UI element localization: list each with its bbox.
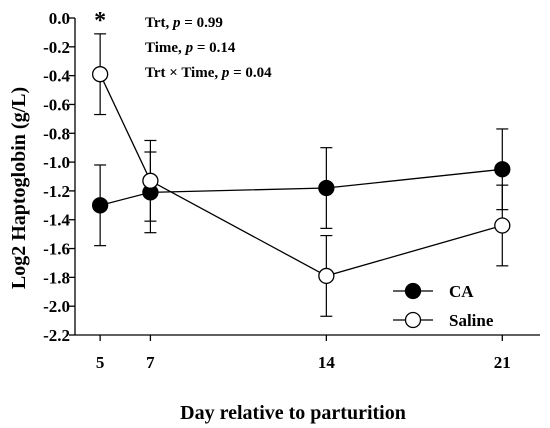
significance-marker: * <box>94 8 106 34</box>
y-tick-label: 0.0 <box>49 9 70 28</box>
series-line <box>99 168 503 206</box>
x-axis: 5 7 14 21 <box>75 334 540 372</box>
y-tick-label: -1.8 <box>43 268 70 287</box>
data-point <box>318 179 335 197</box>
y-tick-label: -1.2 <box>43 182 70 201</box>
stats-annotation: Trt, p = 0.99 Time, p = 0.14 Trt × Time,… <box>145 15 272 81</box>
stat-trt-x-time: Trt × Time, p = 0.04 <box>145 65 272 81</box>
series-saline <box>91 33 511 317</box>
data-point <box>494 217 511 234</box>
x-axis-title: Day relative to parturition <box>180 402 406 424</box>
data-point <box>494 161 511 178</box>
legend: CA Saline <box>393 282 494 330</box>
x-tick-label: 14 <box>318 353 336 372</box>
data-point <box>91 197 109 214</box>
y-axis: 0.0 -0.2 -0.4 -0.6 -0.8 -1.0 -1.2 -1.4 -1.6 -1.8 -… <box>43 9 76 345</box>
y-tick-label: -2.2 <box>43 326 70 345</box>
x-tick-label: 7 <box>146 353 155 372</box>
y-tick-label: -0.6 <box>43 95 70 114</box>
legend-label-ca: CA <box>449 282 474 301</box>
data-point <box>142 172 159 189</box>
legend-marker-ca <box>404 282 422 300</box>
stat-trt: Trt, p = 0.99 <box>145 15 223 31</box>
y-tick-label: -1.0 <box>43 153 70 172</box>
series-line <box>99 73 503 277</box>
data-point <box>91 66 109 83</box>
series-layer <box>91 33 511 317</box>
y-axis-title: Log2 Haptoglobin (g/L) <box>8 87 30 289</box>
y-tick-label: -0.2 <box>43 38 70 57</box>
y-tick-label: -1.6 <box>43 240 70 259</box>
x-tick-label: 5 <box>96 353 105 372</box>
y-tick-label: -1.4 <box>43 211 70 230</box>
y-tick-label: -0.4 <box>43 67 70 86</box>
y-tick-label: -2.0 <box>43 297 70 316</box>
data-point <box>318 267 335 285</box>
stat-time: Time, p = 0.14 <box>145 40 236 56</box>
legend-label-saline: Saline <box>449 311 494 330</box>
x-tick-label: 21 <box>494 353 511 372</box>
legend-marker-saline <box>404 311 422 329</box>
y-tick-label: -0.8 <box>43 124 70 143</box>
